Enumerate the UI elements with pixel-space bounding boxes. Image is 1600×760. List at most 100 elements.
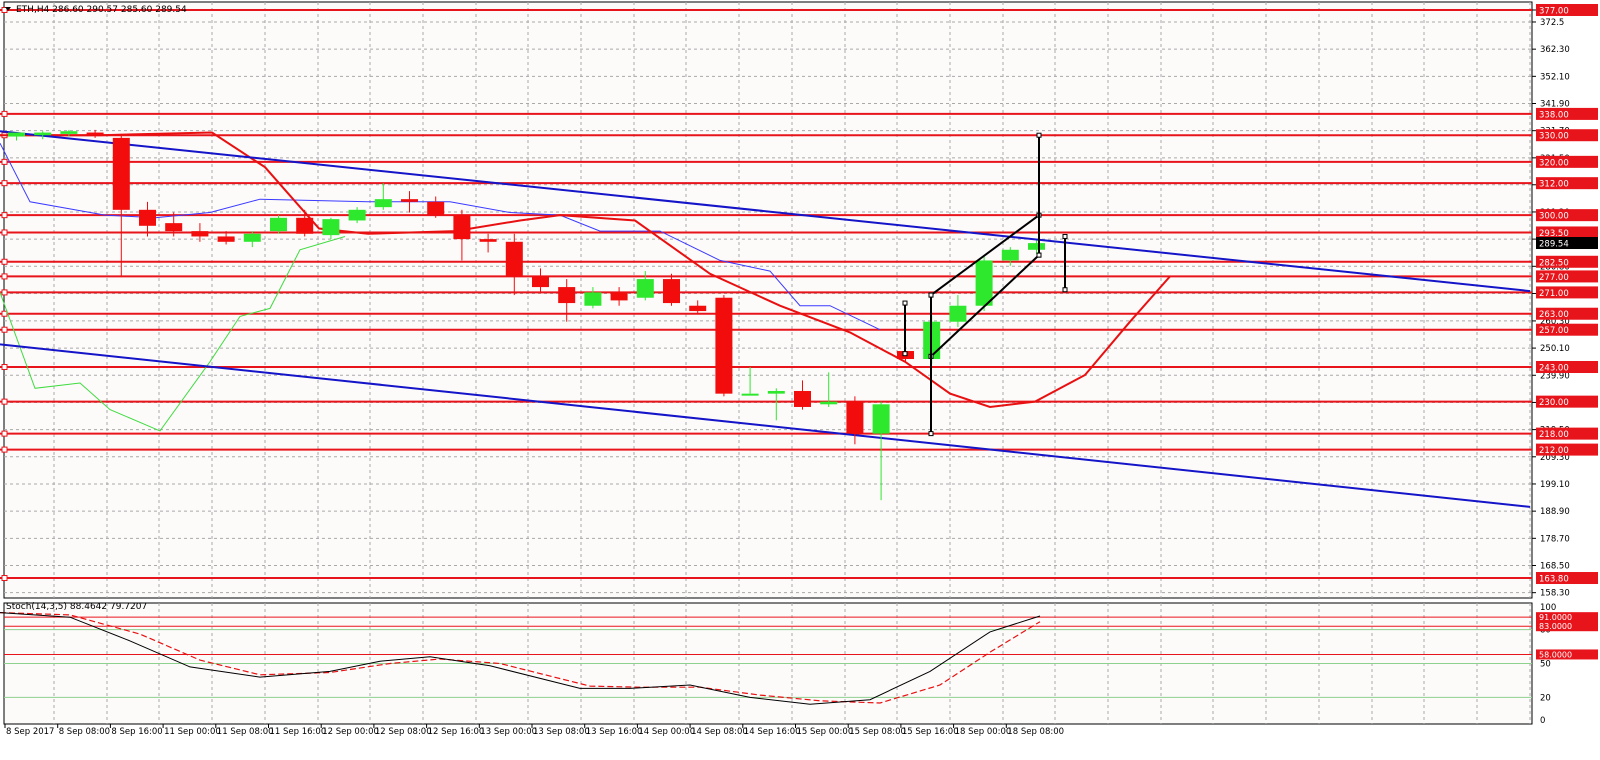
channel-handle[interactable] [928,431,934,437]
candle-body [715,297,733,394]
candle[interactable] [270,215,287,234]
level-handle[interactable] [1,6,8,13]
candle[interactable] [663,273,680,306]
candle[interactable] [112,133,130,277]
candle[interactable] [86,129,104,138]
pane-headers: ETH,H4 286.60 290.57 285.60 289.54 Stoch… [6,5,187,612]
candle[interactable] [610,287,628,306]
candle[interactable] [453,209,471,261]
level-handle[interactable] [1,575,8,582]
candle[interactable] [584,287,602,309]
time-label: 12 Sep 16:00 [428,727,485,737]
candle[interactable] [243,231,261,248]
candle[interactable] [165,212,183,237]
stoch-tick-label: 0 [1540,716,1545,726]
candle[interactable] [949,295,967,328]
level-handle[interactable] [1,398,8,405]
channel-handle[interactable] [1036,252,1042,258]
candle[interactable] [401,191,418,213]
candle[interactable] [479,233,497,253]
trendline-lower[interactable] [0,343,1531,508]
level-price-label: 257.00 [1539,326,1569,336]
candle[interactable] [34,131,52,140]
price-tick-label: 168.50 [1540,561,1570,571]
candle-body [949,305,967,322]
candle[interactable] [767,388,785,421]
candle[interactable] [427,196,445,218]
candle[interactable] [191,223,209,242]
level-price-label-bg [1536,323,1598,336]
channel-handle[interactable] [1062,233,1068,239]
stoch-level-label: 83.0000 [1539,622,1572,631]
candle[interactable] [794,380,811,410]
candle[interactable] [8,132,25,141]
candle[interactable] [60,129,78,137]
level-price-label-bg [1536,155,1598,168]
candle[interactable] [296,209,314,237]
candle-body [558,287,576,304]
time-label: 13 Sep 16:00 [586,727,643,737]
candle[interactable] [217,231,235,245]
price-tick-label: 352.10 [1540,72,1570,82]
candle[interactable] [1001,247,1019,266]
candle[interactable] [374,183,392,210]
level-price-label-bg [1536,395,1598,408]
stoch-level-label: 91.0000 [1539,613,1572,622]
candle[interactable] [505,233,523,296]
candle-body [243,233,261,242]
level-handle[interactable] [1,430,8,437]
time-label: 12 Sep 08:00 [375,727,432,737]
level-handle[interactable] [1,446,8,453]
channel-line[interactable] [930,214,1040,296]
level-price-label: 338.00 [1539,110,1569,120]
level-handle[interactable] [1,212,8,219]
time-label: 14 Sep 08:00 [691,727,748,737]
candle[interactable] [348,207,366,224]
time-label: 13 Sep 08:00 [533,727,590,737]
channel-line[interactable] [930,254,1040,358]
candle-body [217,236,235,242]
level-handle[interactable] [1,229,8,236]
level-handle[interactable] [1,158,8,165]
candle[interactable] [636,271,654,301]
trendline-upper[interactable] [0,130,1531,293]
candle[interactable] [1028,240,1045,254]
level-price-label-bg [1536,270,1598,283]
candle[interactable] [139,201,156,237]
time-label: 13 Sep 00:00 [480,727,537,737]
candle[interactable] [975,255,993,312]
level-handle[interactable] [1,364,8,371]
symbol-header: ETH,H4 286.60 290.57 285.60 289.54 [16,5,187,15]
candle[interactable] [689,300,707,314]
level-handle[interactable] [1,289,8,296]
candle[interactable] [558,279,576,322]
time-label: 12 Sep 00:00 [322,727,379,737]
symbol-dropdown-icon[interactable] [5,7,11,11]
candle[interactable] [532,268,549,293]
channel-handle[interactable] [1062,287,1068,293]
candle-body [1001,249,1019,261]
candle[interactable] [820,372,838,407]
candle[interactable] [872,401,890,501]
candle[interactable] [322,217,340,240]
level-handle[interactable] [1,258,8,265]
level-handle[interactable] [1,310,8,317]
level-handle[interactable] [1,273,8,280]
channel-handle[interactable] [1036,132,1042,138]
candle-body [767,390,785,394]
channel-handle[interactable] [902,351,908,357]
candle[interactable] [715,295,733,397]
candle[interactable] [741,367,759,396]
level-handle[interactable] [1,180,8,187]
level-handle[interactable] [1,110,8,117]
candle-body [8,132,25,137]
level-handle[interactable] [1,326,8,333]
candle[interactable] [846,396,864,445]
channel-handle[interactable] [902,300,908,306]
stochastic-header: Stoch(14,3,5) 88.4642 79.7207 [6,602,147,612]
channel-handle[interactable] [928,292,934,298]
candle-body [165,223,183,232]
